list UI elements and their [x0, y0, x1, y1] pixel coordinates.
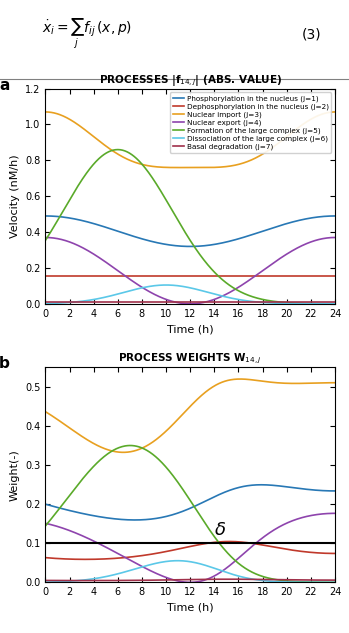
- Title: PROCESS WEIGHTS W$_{14,j}$: PROCESS WEIGHTS W$_{14,j}$: [118, 352, 262, 367]
- X-axis label: Time (h): Time (h): [167, 324, 214, 334]
- Legend: Phosphorylation in the nucleus (j=1), Dephosphorylation in the nucleus (j=2), Nu: Phosphorylation in the nucleus (j=1), De…: [170, 92, 332, 153]
- Text: b: b: [0, 356, 10, 372]
- X-axis label: Time (h): Time (h): [167, 603, 214, 613]
- Text: (3): (3): [302, 27, 321, 41]
- Text: $\dot{x}_i = \sum_j f_{ij}\,(x, p)$: $\dot{x}_i = \sum_j f_{ij}\,(x, p)$: [42, 17, 132, 51]
- Y-axis label: Weight(-): Weight(-): [9, 449, 20, 501]
- Text: δ: δ: [215, 520, 226, 539]
- Title: PROCESSES |f$_{14,j}$| (ABS. VALUE): PROCESSES |f$_{14,j}$| (ABS. VALUE): [99, 73, 282, 88]
- Y-axis label: Velocity (nM/h): Velocity (nM/h): [9, 154, 20, 238]
- Text: a: a: [0, 78, 9, 93]
